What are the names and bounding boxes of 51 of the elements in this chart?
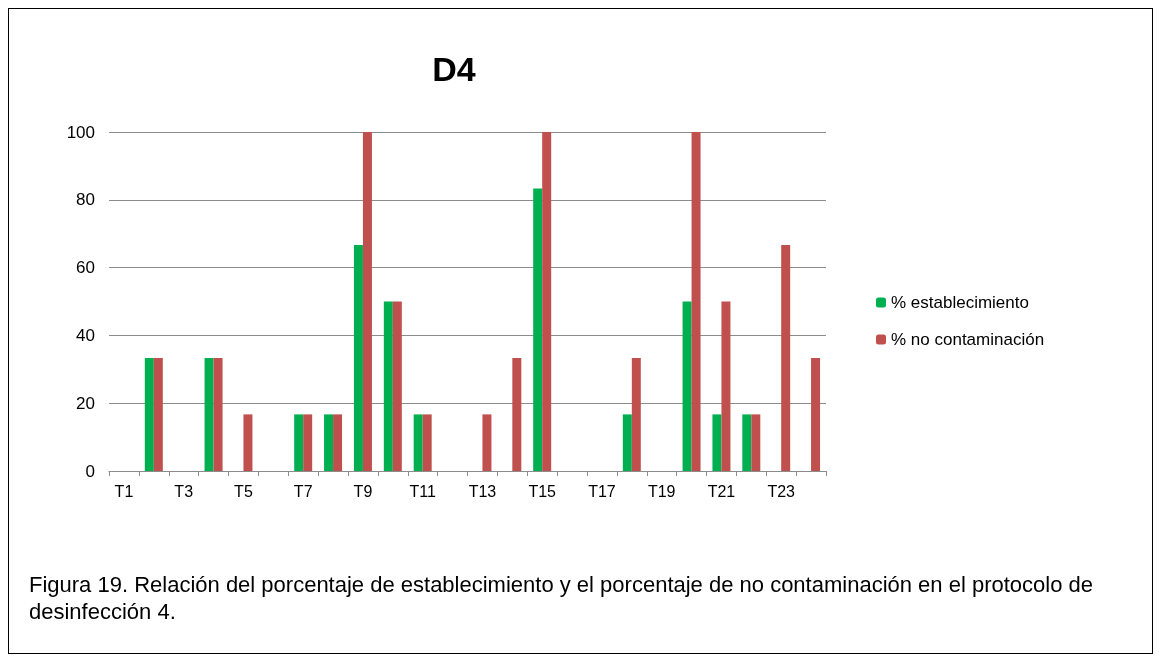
bar bbox=[153, 358, 163, 471]
bar bbox=[712, 414, 722, 471]
x-tick-label: T21 bbox=[707, 482, 736, 500]
x-tick-label: T7 bbox=[293, 482, 313, 500]
x-tick-label: T3 bbox=[174, 482, 194, 500]
legend-label: % no contaminación bbox=[891, 330, 1045, 349]
bar bbox=[691, 132, 701, 471]
bar bbox=[751, 414, 761, 471]
y-tick-label: 80 bbox=[76, 190, 95, 210]
legend-label: % establecimiento bbox=[891, 293, 1029, 312]
bar bbox=[422, 414, 432, 471]
bar bbox=[631, 358, 641, 471]
bar bbox=[682, 301, 692, 471]
bar bbox=[324, 414, 334, 471]
x-tick-label: T19 bbox=[647, 482, 676, 500]
bar bbox=[362, 132, 372, 471]
bar bbox=[383, 301, 393, 471]
bar bbox=[811, 358, 821, 471]
bar bbox=[533, 188, 543, 471]
bar bbox=[542, 132, 552, 471]
x-tick-label: T15 bbox=[528, 482, 557, 500]
y-tick-label: 100 bbox=[66, 122, 95, 142]
x-tick-label: T1 bbox=[114, 482, 134, 500]
x-tick-label: T11 bbox=[409, 482, 436, 500]
y-tick-label: 60 bbox=[76, 258, 95, 278]
y-tick-label: 0 bbox=[85, 461, 95, 481]
x-tick-label: T13 bbox=[468, 482, 497, 500]
y-tick-label: 40 bbox=[76, 325, 95, 345]
x-tick-label: T5 bbox=[234, 482, 253, 500]
bar bbox=[622, 414, 632, 471]
bar bbox=[721, 301, 731, 471]
bar bbox=[144, 358, 154, 471]
bar bbox=[781, 244, 791, 471]
bar bbox=[413, 414, 423, 471]
x-tick-label: T23 bbox=[767, 482, 796, 500]
text: Figura 19. Relación del porcentaje de establecimiento y el porcentaje de no contaminación en el protocolo de desinfección 4. bbox=[29, 572, 1100, 624]
bar bbox=[294, 414, 304, 471]
x-tick-label: T17 bbox=[588, 482, 616, 500]
bar bbox=[213, 358, 223, 471]
bar bbox=[482, 414, 492, 471]
bar bbox=[303, 414, 313, 471]
chart-title: D4 bbox=[432, 50, 476, 88]
bar bbox=[512, 358, 522, 471]
y-tick-label: 20 bbox=[76, 393, 95, 413]
bar bbox=[243, 414, 253, 471]
x-tick-label: T9 bbox=[353, 482, 373, 500]
bar bbox=[392, 301, 402, 471]
bar bbox=[204, 358, 214, 471]
bar bbox=[333, 414, 343, 471]
bar bbox=[353, 244, 363, 471]
bar bbox=[742, 414, 752, 471]
